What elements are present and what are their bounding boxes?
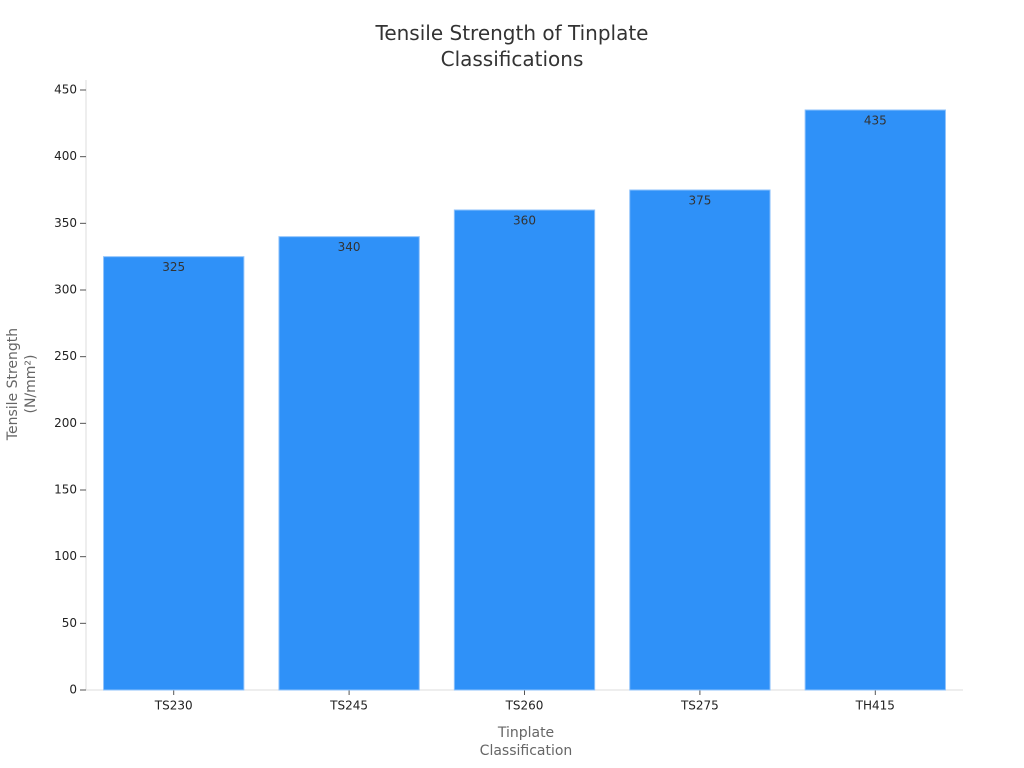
x-tick-label: TS245	[329, 699, 368, 713]
y-tick-label: 300	[54, 283, 77, 297]
bar	[278, 236, 420, 691]
value-label: 375	[688, 194, 711, 208]
y-tick-label: 50	[62, 616, 77, 630]
x-tick-label: TH415	[855, 699, 895, 713]
bar	[804, 109, 946, 691]
bar	[453, 209, 596, 691]
value-label: 360	[513, 214, 536, 228]
x-tick-label: TS275	[680, 699, 719, 713]
bar	[629, 189, 771, 691]
bar	[103, 256, 245, 691]
x-tick-label: TS260	[505, 699, 544, 713]
chart-title: Tensile Strength of Tinplate Classificat…	[375, 21, 649, 71]
y-tick-label: 400	[54, 149, 77, 163]
y-axis-label: Tensile Strength (N/mm²)	[5, 327, 39, 441]
y-tick-label: 200	[54, 416, 77, 430]
x-tick-label: TS230	[154, 699, 193, 713]
value-label: 435	[864, 114, 887, 128]
y-tick-label: 100	[54, 549, 77, 563]
value-label: 340	[338, 240, 361, 254]
y-tick-label: 250	[54, 349, 77, 363]
y-tick-label: 0	[69, 683, 77, 697]
value-label: 325	[162, 260, 185, 274]
y-tick-label: 150	[54, 483, 77, 497]
y-tick-label: 450	[54, 83, 77, 97]
y-tick-label: 350	[54, 216, 77, 230]
x-axis-label: Tinplate Classification	[479, 725, 573, 759]
